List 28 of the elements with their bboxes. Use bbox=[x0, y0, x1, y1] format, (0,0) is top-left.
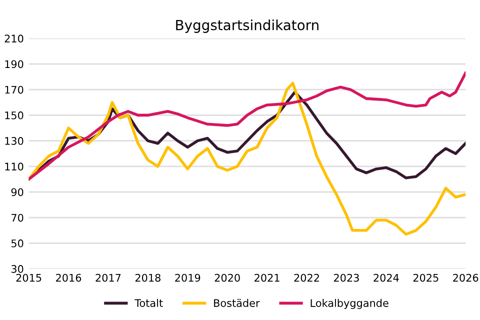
x-tick-label: 2025 bbox=[413, 274, 438, 282]
x-tick-label: 2017 bbox=[96, 274, 121, 282]
x-tick-label: 2022 bbox=[294, 274, 319, 282]
y-tick-label: 110 bbox=[5, 162, 24, 171]
y-tick-label: 70 bbox=[12, 214, 24, 222]
legend-label: Lokalbyggande bbox=[310, 298, 388, 309]
y-tick-label: 30 bbox=[11, 265, 24, 273]
y-tick-label: 50 bbox=[11, 239, 24, 248]
y-tick-label: 150 bbox=[5, 111, 24, 120]
x-tick-label: 2020 bbox=[214, 274, 240, 282]
y-tick-label: 190 bbox=[5, 60, 24, 68]
chart-title: Byggstartsindikatorn bbox=[176, 20, 318, 33]
x-tick-label: 2018 bbox=[135, 274, 160, 282]
x-tick-label: 2026 bbox=[453, 274, 478, 282]
x-tick-label: 2021 bbox=[254, 274, 280, 282]
x-tick-label: 2016 bbox=[56, 274, 82, 282]
y-tick-label: 210 bbox=[4, 34, 24, 43]
x-tick-label: 2019 bbox=[175, 274, 200, 282]
y-tick-label: 170 bbox=[5, 86, 24, 94]
legend-label: Bostäder bbox=[214, 298, 260, 307]
line-series bbox=[28, 72, 466, 181]
x-tick-label: 2015 bbox=[16, 274, 42, 282]
y-tick-label: 130 bbox=[5, 137, 24, 145]
legend-label: Totalt bbox=[134, 298, 163, 307]
x-tick-label: 2024 bbox=[374, 274, 399, 282]
y-tick-label: 90 bbox=[11, 188, 24, 196]
line-series bbox=[28, 82, 466, 236]
x-tick-label: 2023 bbox=[334, 274, 359, 282]
